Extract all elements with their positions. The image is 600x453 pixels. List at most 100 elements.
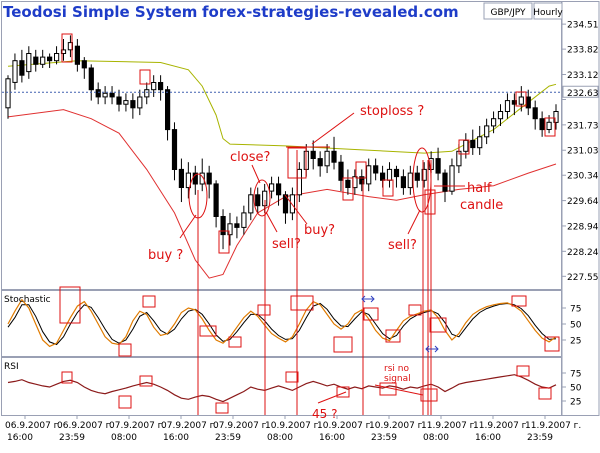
annotation-45: 45 ?: [312, 407, 337, 421]
markup-layer: [59, 33, 560, 415]
candle-body: [414, 172, 420, 181]
buy-ellipse: [188, 173, 208, 219]
rsi-y-axis: 75 50 25: [562, 370, 582, 408]
rsi-box-1: [61, 371, 73, 384]
candle-body: [19, 60, 25, 76]
candle-body: [33, 56, 39, 65]
candle-body: [435, 158, 441, 174]
candle-body: [95, 89, 101, 98]
rsi-box-5: [285, 371, 299, 383]
candle-body: [317, 158, 323, 167]
buy-arrow: [179, 214, 197, 239]
sell-arrow: [265, 211, 278, 233]
timeframe-tab[interactable]: [533, 2, 563, 20]
candle-body: [26, 53, 32, 73]
rsi-box-10: [538, 387, 552, 400]
candle-body: [518, 96, 524, 105]
annotation-sell-2: sell?: [388, 238, 417, 253]
price-tick-label: 229.64: [567, 197, 599, 207]
symbol-tab[interactable]: [483, 2, 533, 20]
candle-body: [504, 100, 511, 112]
stoch-box-14: [544, 336, 560, 352]
rsi-tick-label: 50: [570, 384, 582, 394]
x-tick-label-time: 16:00: [7, 433, 33, 443]
candle-body: [421, 168, 427, 181]
price-box-9: [458, 139, 470, 155]
candle-body: [463, 139, 469, 152]
rsi-box-3: [139, 375, 153, 387]
stochastic-y-axis: 75 50 25: [562, 305, 582, 347]
candle-body: [116, 96, 122, 105]
candle-body: [386, 168, 393, 181]
price-box-6: [355, 161, 367, 179]
candle-body: [553, 111, 559, 123]
stoch-box-10: [385, 329, 401, 343]
candle-body: [130, 100, 136, 109]
x-tick-label-time: 16:00: [475, 433, 501, 443]
candle-body: [477, 136, 483, 149]
rsi-signal-line: [374, 384, 424, 396]
candle-body: [220, 216, 226, 236]
candle-body: [109, 92, 115, 98]
candle-body: [12, 60, 18, 83]
current-price-box: [562, 85, 599, 98]
x-tick-label-date: 06.9.2007 г.: [57, 421, 113, 431]
sell-ellipse: [412, 147, 432, 213]
x-tick-label-date: 06.9.2007 г.: [5, 421, 61, 431]
candle-body: [171, 129, 178, 171]
candle-body: [74, 45, 81, 65]
candle-body: [289, 194, 295, 214]
price-tick-label: 232.63: [567, 89, 599, 99]
x-tick-label-time: 08:00: [267, 433, 293, 443]
candle-body: [185, 172, 192, 189]
symbol-label: GBP/JPY: [491, 8, 526, 18]
x-tick-label-date: 07.9.2007 г.: [109, 421, 165, 431]
candle-body: [40, 56, 46, 65]
buy2-arrow: [284, 194, 308, 225]
timeframe-label: Hourly: [533, 8, 563, 18]
blue-arrows: [361, 295, 439, 353]
stoch-box-8: [333, 336, 353, 353]
price-box-5: [342, 177, 354, 201]
stoch-box-6: [257, 304, 271, 316]
price-box-3: [218, 230, 230, 254]
x-tick-label-date: 10.9.2007 г.: [369, 421, 425, 431]
stoch-box-7: [290, 295, 314, 311]
candle-body: [123, 100, 129, 105]
x-tick-label-time: 23:59: [215, 433, 241, 443]
rsi-lines: [7, 374, 557, 403]
candle-body: [491, 118, 497, 127]
rsi-line: [7, 374, 557, 403]
candle-body: [497, 111, 504, 120]
price-tick-label: 231.03: [567, 147, 599, 157]
candle-body: [269, 183, 275, 192]
x-tick-label-time: 23:59: [59, 433, 85, 443]
candle-body: [81, 60, 87, 69]
annotation-sell-1: sell?: [272, 237, 301, 252]
price-tick-label: 228.24: [567, 248, 599, 258]
candle-body: [331, 150, 337, 163]
candle-body: [5, 78, 11, 109]
candle-body: [442, 172, 448, 192]
candle-body: [310, 150, 316, 160]
candle-body: [296, 168, 302, 196]
date-x-axis: 06.9.2007 г. 16:00 06.9.2007 г. 23:59 07.9.2…: [5, 415, 581, 443]
close-arrow: [251, 164, 261, 184]
candle-body: [60, 49, 67, 55]
forty-five-line: [317, 391, 347, 404]
candle-body: [449, 165, 455, 192]
stochastic-tick-label: 75: [570, 305, 581, 315]
x-tick-label-date: 11.9.2007 г.: [525, 421, 581, 431]
stoch-box-3: [142, 295, 156, 308]
stoch-box-12: [429, 317, 447, 333]
price-tick-label: 230.34: [567, 172, 599, 182]
candle-body: [165, 89, 171, 131]
candle-body: [407, 172, 413, 189]
candle-body: [137, 96, 143, 109]
candle-body: [227, 223, 233, 236]
candle-body: [532, 107, 538, 120]
stochastic-tick-label: 25: [570, 337, 581, 347]
stochastic-panel: [1, 290, 562, 357]
